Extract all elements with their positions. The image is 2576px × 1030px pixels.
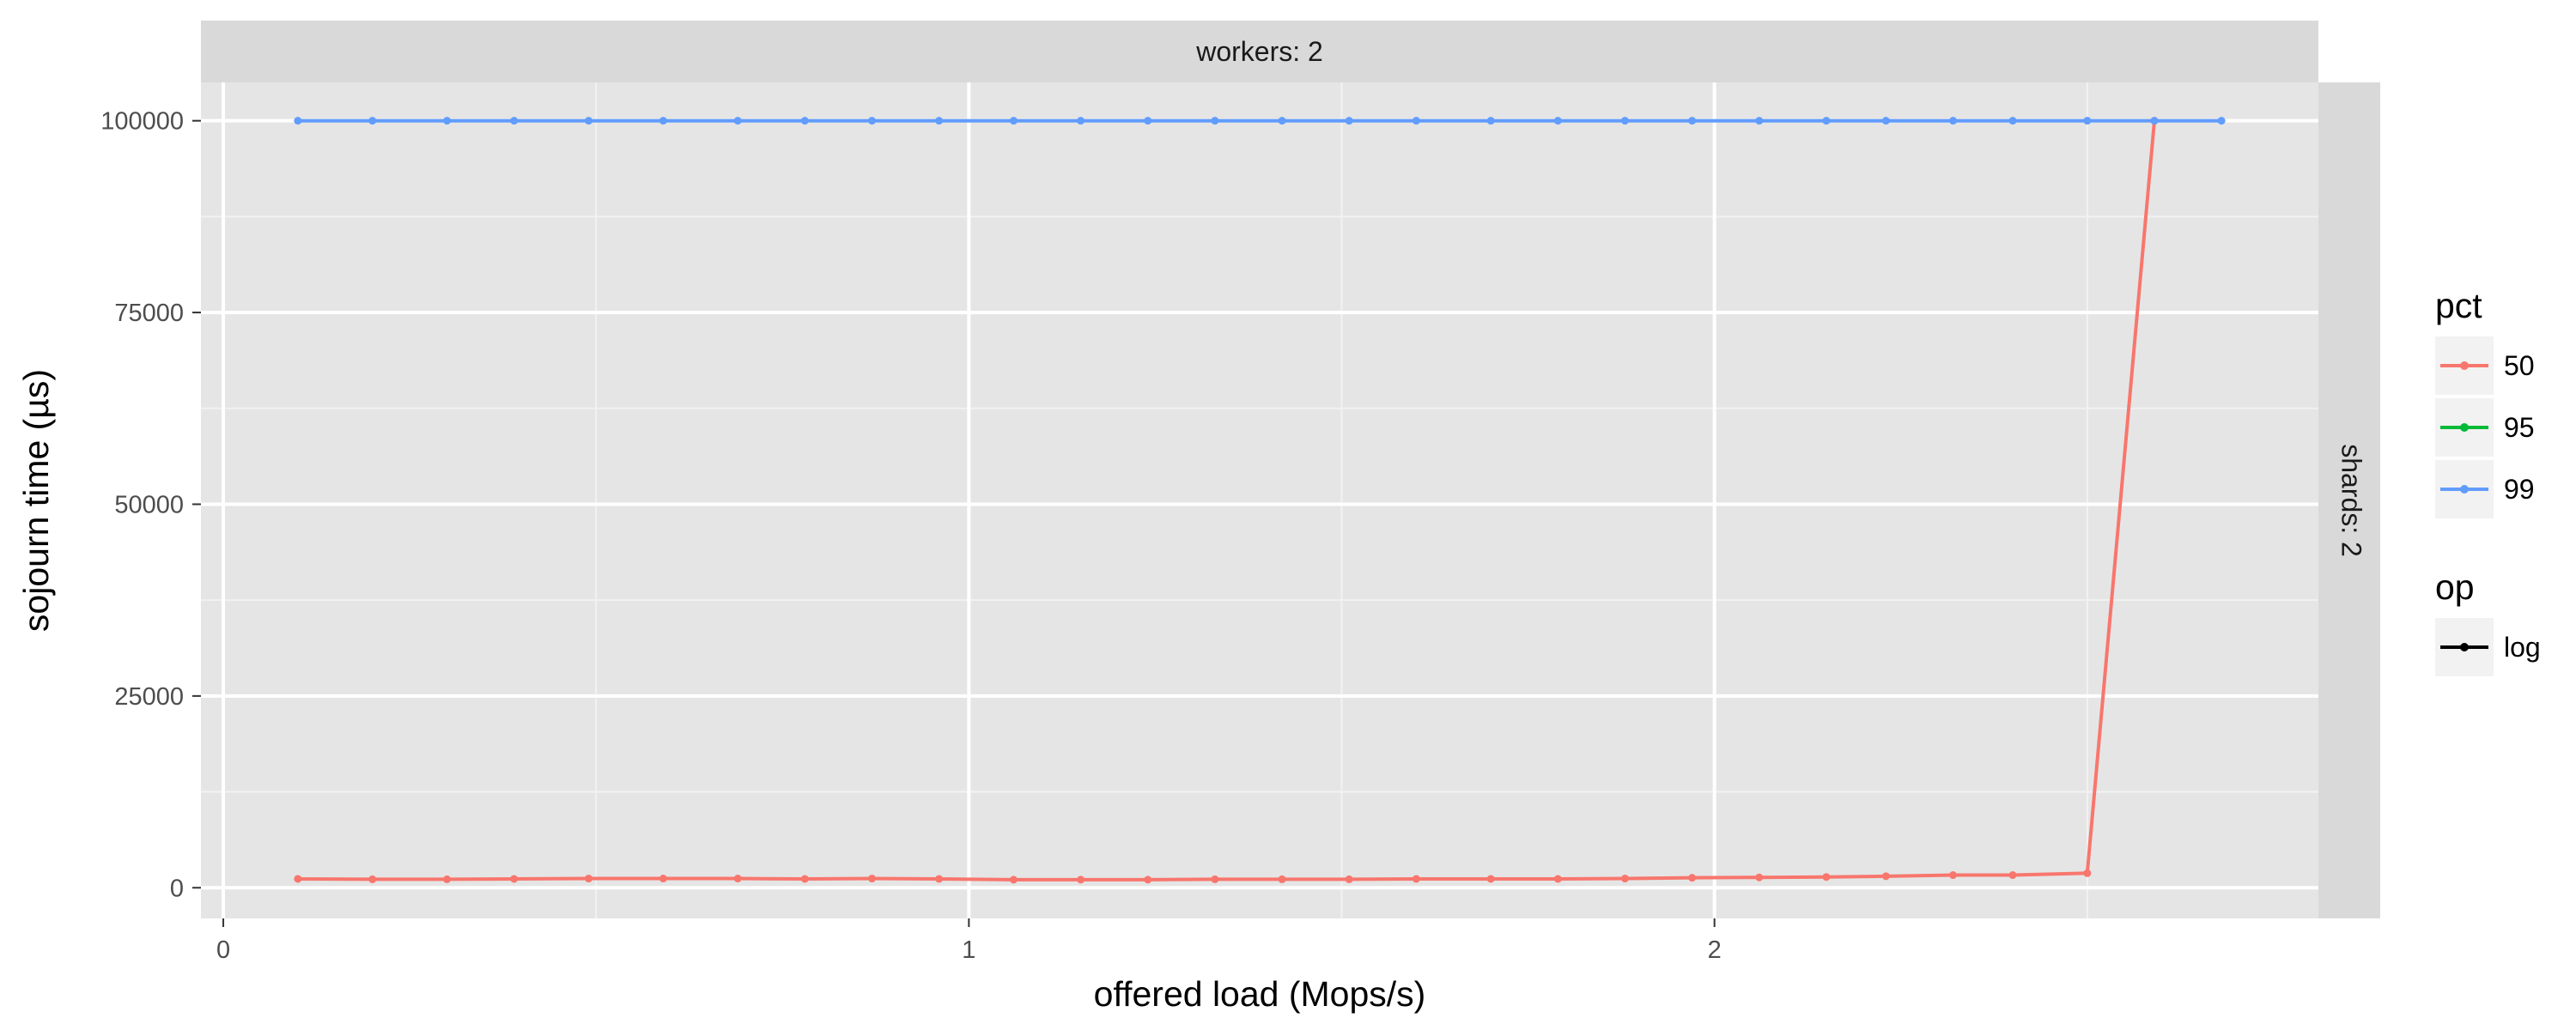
data-point <box>368 875 377 883</box>
legend-item-99: 99 <box>2435 460 2535 518</box>
row-strip-label: shards: 2 <box>2336 444 2367 557</box>
data-point <box>1211 875 1219 883</box>
data-point <box>2150 117 2159 125</box>
series-99 <box>294 117 2226 125</box>
data-point <box>1345 117 1353 125</box>
legend-key-point <box>2460 485 2469 494</box>
data-point <box>733 117 742 125</box>
data-point <box>1822 117 1831 125</box>
data-point <box>368 117 377 125</box>
y-tick-label: 50000 <box>114 491 184 518</box>
data-point <box>1688 117 1697 125</box>
data-point <box>659 117 667 125</box>
data-point <box>1486 117 1495 125</box>
data-point <box>510 117 519 125</box>
data-point <box>1278 875 1286 883</box>
data-point <box>1144 876 1152 884</box>
x-tick-label: 0 <box>216 936 230 964</box>
data-point <box>800 875 809 883</box>
data-point <box>1077 117 1085 125</box>
data-point <box>1553 117 1562 125</box>
plot-panel <box>201 82 2318 918</box>
data-point <box>867 117 876 125</box>
legend-label: 95 <box>2504 412 2535 443</box>
data-point <box>1822 873 1831 882</box>
data-point <box>935 117 944 125</box>
data-point <box>1211 117 1219 125</box>
y-tick-label: 75000 <box>114 300 184 327</box>
legend-label: 50 <box>2504 350 2535 381</box>
data-point <box>2008 871 2017 880</box>
column-strip-label: workers: 2 <box>1195 36 1323 67</box>
data-point <box>585 117 593 125</box>
legend-title-pct: pct <box>2435 286 2482 325</box>
data-point <box>1688 874 1697 882</box>
data-point <box>510 875 519 883</box>
data-point <box>1553 875 1562 883</box>
legend-title-op: op <box>2435 567 2475 607</box>
legend-key-point <box>2460 361 2469 370</box>
data-point <box>1077 876 1085 884</box>
data-point <box>443 117 452 125</box>
row-strip <box>2318 82 2380 918</box>
data-point <box>1755 873 1764 882</box>
y-tick-label: 25000 <box>114 683 184 711</box>
data-point <box>1486 875 1495 883</box>
data-point <box>1620 875 1629 883</box>
x-axis: 0 1 2 <box>216 918 1722 964</box>
legend-label: 99 <box>2504 474 2535 505</box>
data-point <box>443 875 452 883</box>
y-tick-label: 100000 <box>100 108 184 136</box>
x-tick-label: 1 <box>962 936 975 964</box>
legend-key-point <box>2460 643 2469 651</box>
data-point <box>867 875 876 883</box>
data-point <box>800 117 809 125</box>
series-layer <box>294 117 2226 884</box>
series-line-50 <box>297 120 2156 882</box>
x-axis-title: offered load (Mops/s) <box>1094 974 1426 1014</box>
data-point <box>935 875 944 883</box>
data-point <box>1345 875 1353 883</box>
data-point <box>294 875 302 883</box>
data-point <box>1412 875 1420 883</box>
legend-item-95: 95 <box>2435 398 2535 457</box>
data-point <box>1009 876 1018 884</box>
data-point <box>1009 117 1018 125</box>
data-point <box>2083 869 2092 877</box>
data-point <box>1144 117 1152 125</box>
data-point <box>1620 117 1629 125</box>
data-point <box>1412 117 1420 125</box>
y-tick-label: 0 <box>170 875 184 902</box>
y-axis-title: sojourn time (µs) <box>16 369 56 632</box>
legend-key-point <box>2460 423 2469 432</box>
data-point <box>1278 117 1286 125</box>
series-50 <box>294 117 2159 884</box>
column-strip <box>201 21 2318 82</box>
x-tick-label: 2 <box>1708 936 1722 964</box>
data-point <box>2083 117 2092 125</box>
legend-label: log <box>2504 632 2541 663</box>
data-point <box>733 875 742 883</box>
y-axis: 0 25000 50000 75000 100000 <box>100 108 201 902</box>
data-point <box>1949 117 1958 125</box>
data-point <box>294 117 302 125</box>
data-point <box>2008 117 2017 125</box>
legend-item-50: 50 <box>2435 336 2535 395</box>
data-point <box>585 875 593 883</box>
data-point <box>1949 871 1958 880</box>
data-point <box>2217 117 2226 125</box>
data-point <box>1755 117 1764 125</box>
legend-item-log: log <box>2435 618 2541 676</box>
data-point <box>1881 872 1890 881</box>
data-point <box>659 875 667 883</box>
minor-gridlines <box>201 82 2318 918</box>
data-point <box>1881 117 1890 125</box>
